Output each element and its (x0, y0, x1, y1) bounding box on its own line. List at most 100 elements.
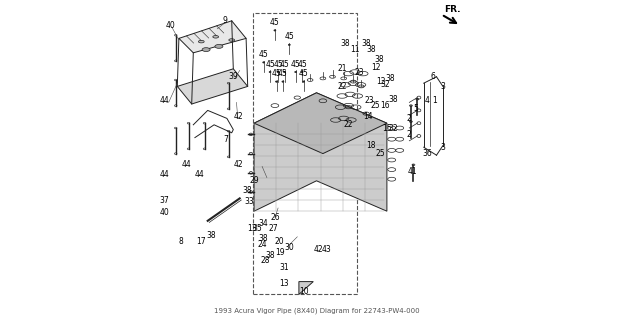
Text: 45: 45 (280, 60, 289, 68)
Text: 4: 4 (425, 96, 429, 105)
Text: 38: 38 (389, 95, 398, 104)
Text: 22: 22 (344, 120, 353, 129)
Bar (253, 13, 356, 294)
Ellipse shape (295, 71, 297, 73)
Text: 45: 45 (298, 60, 307, 68)
Text: 18: 18 (366, 141, 375, 150)
Text: 45: 45 (259, 50, 268, 59)
Ellipse shape (263, 62, 265, 63)
Text: 45: 45 (265, 60, 275, 68)
Ellipse shape (277, 71, 279, 73)
Text: 32: 32 (380, 80, 390, 89)
Text: 41: 41 (408, 167, 417, 176)
Text: 23: 23 (365, 96, 374, 105)
Text: 22: 22 (337, 82, 347, 91)
Text: 26: 26 (270, 213, 280, 222)
Text: 44: 44 (160, 170, 170, 179)
Text: 29: 29 (249, 176, 259, 185)
Ellipse shape (275, 81, 277, 82)
Text: 38: 38 (259, 234, 268, 243)
Text: 11: 11 (350, 45, 360, 54)
Text: 3: 3 (441, 82, 446, 91)
Text: 33: 33 (244, 197, 254, 206)
Polygon shape (254, 93, 387, 211)
Text: 38: 38 (385, 74, 395, 83)
Text: 36: 36 (422, 149, 432, 158)
Text: 38: 38 (341, 39, 350, 48)
Text: 2: 2 (407, 130, 411, 139)
Text: 43: 43 (321, 245, 331, 254)
Text: 16: 16 (380, 101, 390, 110)
Text: 35: 35 (253, 224, 262, 233)
Text: 1: 1 (432, 96, 437, 105)
Text: 3: 3 (441, 143, 446, 152)
Ellipse shape (301, 71, 303, 73)
Text: 42: 42 (313, 245, 323, 254)
Text: 42: 42 (234, 112, 243, 121)
Text: 25: 25 (371, 101, 380, 110)
Polygon shape (177, 69, 248, 104)
Text: 44: 44 (182, 160, 192, 169)
Text: 39: 39 (229, 72, 238, 81)
Text: 30: 30 (284, 244, 294, 252)
Text: 25: 25 (376, 149, 385, 158)
Ellipse shape (213, 36, 218, 38)
Text: 37: 37 (160, 196, 170, 204)
Text: 1993 Acura Vigor Pipe (8X40) Diagram for 22743-PW4-000: 1993 Acura Vigor Pipe (8X40) Diagram for… (214, 307, 419, 314)
Ellipse shape (215, 44, 223, 48)
Text: 20: 20 (275, 237, 284, 246)
Text: 38: 38 (243, 186, 253, 195)
Text: 38: 38 (366, 45, 376, 54)
Text: 23: 23 (355, 68, 365, 76)
Text: 21: 21 (337, 64, 347, 73)
Text: 2: 2 (407, 114, 411, 123)
Text: 40: 40 (166, 21, 176, 30)
Text: 45: 45 (273, 60, 283, 68)
Text: 19: 19 (275, 248, 284, 257)
Ellipse shape (269, 71, 271, 73)
Text: 40: 40 (160, 208, 170, 217)
Text: FR.: FR. (444, 5, 461, 14)
Text: 38: 38 (374, 55, 384, 64)
Text: 7: 7 (223, 135, 228, 144)
Text: 45: 45 (299, 69, 308, 78)
Text: 10: 10 (299, 287, 308, 296)
Text: 42: 42 (234, 160, 243, 169)
Text: 38: 38 (361, 39, 371, 48)
Text: 6: 6 (431, 72, 436, 81)
Text: 15: 15 (382, 124, 392, 132)
Ellipse shape (229, 39, 235, 41)
Text: 12: 12 (376, 77, 385, 86)
Text: 13: 13 (280, 279, 289, 288)
Text: 45: 45 (272, 69, 282, 78)
Text: 45: 45 (278, 69, 288, 78)
Polygon shape (254, 93, 387, 154)
Text: 45: 45 (270, 18, 280, 27)
Text: 45: 45 (291, 60, 301, 68)
Ellipse shape (303, 81, 304, 82)
Text: 31: 31 (280, 263, 289, 272)
Text: 14: 14 (363, 112, 372, 121)
Polygon shape (179, 21, 246, 53)
Ellipse shape (284, 71, 285, 73)
Ellipse shape (289, 44, 291, 45)
Text: 34: 34 (259, 220, 268, 228)
Ellipse shape (282, 81, 284, 82)
Text: 12: 12 (371, 63, 380, 72)
Text: 28: 28 (261, 256, 270, 265)
Text: 8: 8 (178, 237, 183, 246)
Text: 45: 45 (284, 32, 294, 41)
Text: 27: 27 (268, 224, 278, 233)
Ellipse shape (198, 40, 204, 43)
Text: 38: 38 (265, 252, 275, 260)
Text: 44: 44 (195, 170, 204, 179)
Ellipse shape (202, 48, 210, 52)
Text: 38: 38 (206, 231, 216, 240)
Ellipse shape (274, 30, 276, 31)
Text: 44: 44 (160, 96, 170, 105)
Text: 17: 17 (196, 237, 206, 246)
Text: 5: 5 (413, 104, 418, 113)
Polygon shape (299, 282, 313, 294)
Text: 24: 24 (257, 240, 267, 249)
Text: 13: 13 (248, 224, 257, 233)
